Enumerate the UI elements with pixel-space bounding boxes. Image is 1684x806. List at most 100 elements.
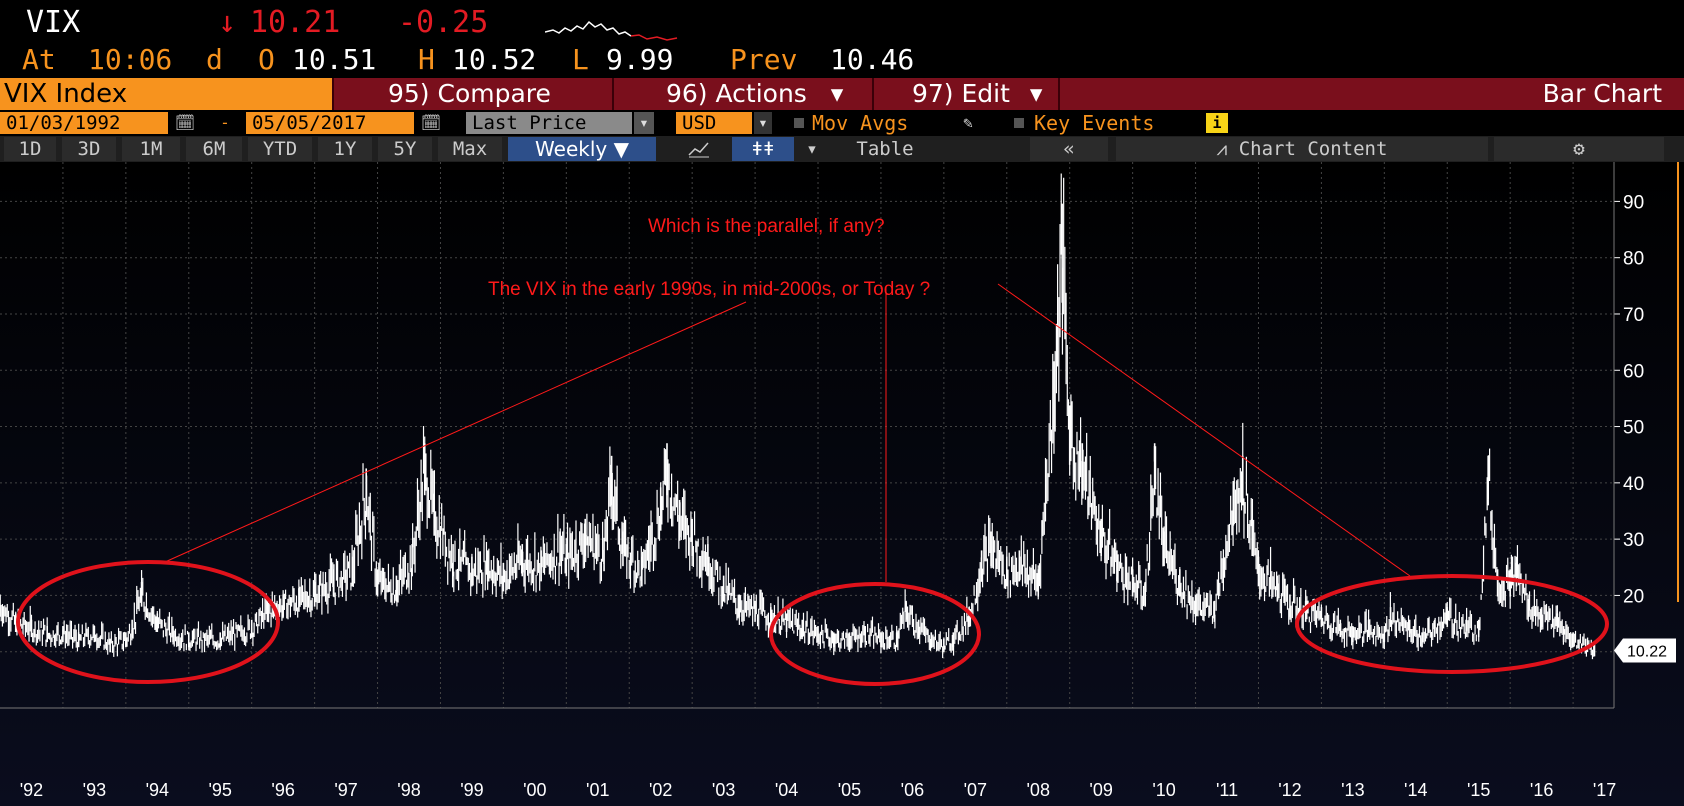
line-chart-icon[interactable] [676,137,722,161]
guide-line-today [997,283,1411,577]
x-tick-label: '17 [1593,780,1616,800]
x-tick-label: '97 [334,780,357,800]
x-tick-label: '02 [649,780,672,800]
tab-1d[interactable]: 1D [4,137,56,161]
gear-icon[interactable]: ⚙ [1494,137,1664,161]
at-label: At [22,43,56,76]
edit-button[interactable]: 97) Edit ▾ [912,78,1042,110]
tab-1y[interactable]: 1Y [318,137,372,161]
tab-ytd[interactable]: YTD [248,137,312,161]
x-tick-label: '96 [271,780,294,800]
x-tick-label: '93 [83,780,106,800]
annotation-comparison: The VIX in the early 1990s, in mid-2000s… [488,279,930,300]
x-tick-label: '15 [1467,780,1490,800]
divider [1058,78,1060,110]
tab-5y[interactable]: 5Y [378,137,432,161]
x-tick-label: '98 [397,780,420,800]
tab-6m[interactable]: 6M [186,137,242,161]
x-tick-label: '00 [523,780,546,800]
tab-1m[interactable]: 1M [122,137,180,161]
date-dash: - [220,113,230,132]
calendar-icon[interactable]: 🗓 [420,113,442,132]
x-tick-label: '11 [1216,780,1238,800]
x-tick-label: '07 [964,780,987,800]
quote-header: VIX ↓ 10.21 -0.25 [0,0,1684,46]
x-tick-label: '16 [1530,780,1553,800]
x-tick-label: '03 [712,780,735,800]
actions-label: 96) Actions [666,79,807,108]
open-label: O [258,43,275,76]
grid [0,162,1614,708]
y-tick-label: 90 [1623,192,1644,213]
end-date-input[interactable]: 05/05/2017 [246,112,414,134]
collapse-button[interactable]: « [1030,137,1108,161]
scroll-indicator [1677,162,1679,602]
y-tick-label: 20 [1623,586,1644,607]
y-axis: 20 30 40 50 60 70 80 90 10.22 [1613,162,1679,708]
highlight-ellipse-2000s [769,582,981,686]
highlight-ellipse-1990s [16,560,280,684]
key-events-label[interactable]: Key Events [1034,111,1155,135]
divider [612,78,614,110]
chart-content-icon: ⩘ [1216,138,1228,160]
y-tick-label: 80 [1623,249,1644,270]
open-value: 10.51 [292,43,377,76]
calendar-icon[interactable]: 🗓 [174,113,196,132]
tab-max[interactable]: Max [438,137,502,161]
security-field[interactable]: VIX Index [0,78,332,110]
period-tabs: 1D 3D 1M 6M YTD 1Y 5Y Max Weekly ▼ ǂǂ ▾ … [0,136,1684,162]
checkbox-key-events[interactable] [1014,118,1024,128]
x-axis: '92 '93 '94 '95 '96 '97 '98 '99 '00 '01 '02 '03 '04 '… [0,707,1616,800]
tab-3d[interactable]: 3D [62,137,116,161]
bar-chart-icon[interactable]: ǂǂ [732,137,794,161]
chart-content-button[interactable]: ⩘ Chart Content [1116,137,1488,161]
x-tick-label: '12 [1278,780,1301,800]
ticker-symbol: VIX [26,5,81,40]
quote-details: At 10:06 d O 10.51 H 10.52 L 9.99 Prev 1… [0,44,1684,76]
x-tick-label: '08 [1027,780,1050,800]
y-tick-label: 40 [1623,474,1644,495]
chevron-down-icon: ▾ [830,79,844,108]
prev-value: 10.46 [830,43,915,76]
chevron-down-icon: ▾ [1029,79,1043,108]
mov-avgs-label[interactable]: Mov Avgs [812,111,909,135]
chevron-down-icon[interactable]: ▾ [806,138,818,160]
prev-label: Prev [730,43,798,76]
guide-line-1990s [164,301,747,563]
x-tick-label: '14 [1404,780,1427,800]
down-arrow-icon: ↓ [218,5,237,40]
sparkline-icon [545,20,678,41]
edit-label: 97) Edit [912,79,1010,108]
x-tick-label: '09 [1089,780,1112,800]
y-tick-label: 30 [1623,530,1644,551]
low-label: L [572,43,589,76]
chevron-down-icon[interactable]: ▾ [754,112,772,134]
divider [332,78,334,110]
y-tick-label: 50 [1623,418,1644,439]
frequency-dropdown[interactable]: Weekly ▼ [508,137,656,161]
last-value-marker [1614,638,1676,663]
checkbox-mov-avgs[interactable] [794,118,804,128]
delay-flag: d [206,43,223,76]
chart-content-label: Chart Content [1238,138,1388,160]
actions-button[interactable]: 96) Actions ▾ [666,78,843,110]
function-bar: VIX Index 95) Compare 96) Actions ▾ 97) … [0,78,1684,110]
table-button[interactable]: Table [856,138,914,160]
y-tick-label: 70 [1623,305,1644,326]
info-icon[interactable]: i [1206,113,1228,133]
last-price: 10.21 [250,5,341,40]
highlight-ellipse-today [1295,574,1609,674]
chevron-down-icon[interactable]: ▾ [634,112,654,134]
price-field-select[interactable]: Last Price [466,112,632,134]
x-tick-label: '06 [901,780,924,800]
x-tick-label: '95 [208,780,231,800]
x-tick-label: '94 [146,780,169,800]
currency-select[interactable]: USD [676,112,752,134]
start-date-input[interactable]: 01/03/1992 [0,112,168,134]
y-tick-label: 60 [1623,361,1644,382]
compare-button[interactable]: 95) Compare [388,79,551,108]
x-tick-label: '13 [1341,780,1364,800]
x-tick-label: '05 [838,780,861,800]
net-change: -0.25 [398,5,489,40]
pencil-icon[interactable]: ✎ [963,113,973,132]
